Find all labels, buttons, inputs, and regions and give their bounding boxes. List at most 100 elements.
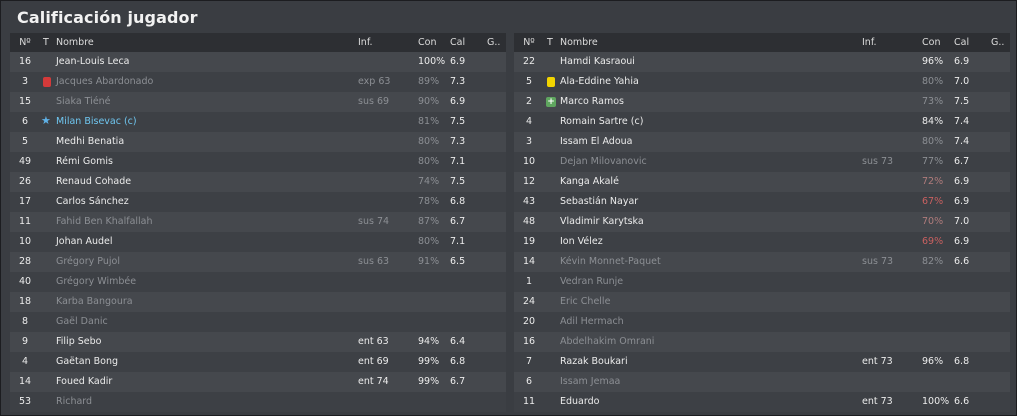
table-row[interactable]: 15 Siaka Tiéné sus 69 90% 6.9: [10, 92, 506, 112]
player-condition: 80%: [922, 136, 944, 147]
player-name[interactable]: Ala-Eddine Yahia: [560, 76, 639, 87]
col-header-condition[interactable]: Con: [418, 37, 437, 48]
player-name[interactable]: Issam Jemaa: [560, 376, 621, 387]
player-name[interactable]: Abdelhakim Omrani: [560, 336, 655, 347]
player-name[interactable]: Foued Kadir: [56, 376, 113, 387]
table-row[interactable]: 40 Grégory Wimbée: [10, 272, 506, 292]
table-row[interactable]: 43 Sebastián Nayar 67% 6.9: [514, 192, 1010, 212]
col-header-name[interactable]: Nombre: [560, 37, 598, 48]
table-row[interactable]: 17 Carlos Sánchez 78% 6.8: [10, 192, 506, 212]
table-row[interactable]: 22 Hamdi Kasraoui 96% 6.9: [514, 52, 1010, 72]
col-header-goals[interactable]: G..: [487, 37, 501, 48]
col-header-info[interactable]: Inf.: [358, 37, 373, 48]
player-name[interactable]: Richard: [56, 396, 93, 407]
player-rating: 6.8: [954, 356, 970, 367]
table-row[interactable]: 48 Vladimir Karytska 70% 7.0: [514, 212, 1010, 232]
table-row[interactable]: 2 + Marco Ramos 73% 7.5: [514, 92, 1010, 112]
table-row[interactable]: 10 Dejan Milovanovic sus 73 77% 6.7: [514, 152, 1010, 172]
player-rating: 6.7: [450, 376, 466, 387]
player-name[interactable]: Vedran Runje: [560, 276, 624, 287]
player-name[interactable]: Milan Bisevac (c): [56, 116, 137, 127]
player-number: 9: [21, 336, 29, 347]
col-header-rating[interactable]: Cal: [954, 37, 970, 48]
player-condition: 90%: [418, 96, 440, 107]
table-row[interactable]: 5 Ala-Eddine Yahia 80% 7.0: [514, 72, 1010, 92]
table-row[interactable]: 16 Jean-Louis Leca 100% 6.9: [10, 52, 506, 72]
table-row[interactable]: 26 Renaud Cohade 74% 7.5: [10, 172, 506, 192]
captain-star-icon: ★: [41, 114, 51, 127]
table-row[interactable]: 5 Medhi Benatia 80% 7.3: [10, 132, 506, 152]
col-header-goals[interactable]: G..: [991, 37, 1005, 48]
table-row[interactable]: 10 Johan Audel 80% 7.1: [10, 232, 506, 252]
player-condition: 84%: [922, 116, 944, 127]
player-name[interactable]: Razak Boukari: [560, 356, 628, 367]
table-row[interactable]: 3 Issam El Adoua 80% 7.4: [514, 132, 1010, 152]
player-name[interactable]: Karba Bangoura: [56, 296, 133, 307]
table-row[interactable]: 6 Issam Jemaa: [514, 372, 1010, 392]
player-name[interactable]: Johan Audel: [56, 236, 113, 247]
player-name[interactable]: Grégory Wimbée: [56, 276, 137, 287]
table-row[interactable]: 20 Adil Hermach: [514, 312, 1010, 332]
col-header-info[interactable]: Inf.: [862, 37, 877, 48]
table-row[interactable]: 14 Foued Kadir ent 74 99% 6.7: [10, 372, 506, 392]
table-row[interactable]: 53 Richard: [10, 392, 506, 412]
player-name[interactable]: Siaka Tiéné: [56, 96, 111, 107]
player-name[interactable]: Eduardo: [560, 396, 600, 407]
player-name[interactable]: Gaël Danic: [56, 316, 108, 327]
player-condition: 67%: [922, 196, 944, 207]
col-header-rating[interactable]: Cal: [450, 37, 466, 48]
player-info: exp 63: [358, 76, 391, 87]
player-name[interactable]: Sebastián Nayar: [560, 196, 639, 207]
player-number: 48: [522, 216, 536, 227]
col-header-condition[interactable]: Con: [922, 37, 941, 48]
player-name[interactable]: Eric Chelle: [560, 296, 611, 307]
player-name[interactable]: Renaud Cohade: [56, 176, 132, 187]
player-name[interactable]: Jacques Abardonado: [56, 76, 154, 87]
table-row[interactable]: 49 Rémi Gomis 80% 7.1: [10, 152, 506, 172]
player-rating: 6.9: [954, 236, 970, 247]
table-row[interactable]: 24 Eric Chelle: [514, 292, 1010, 312]
table-row[interactable]: 6 ★ Milan Bisevac (c) 81% 7.5: [10, 112, 506, 132]
player-name[interactable]: Issam El Adoua: [560, 136, 633, 147]
col-header-number[interactable]: Nº: [523, 37, 535, 48]
table-row[interactable]: 11 Fahid Ben Khalfallah sus 74 87% 6.7: [10, 212, 506, 232]
player-number: 20: [522, 316, 536, 327]
table-row[interactable]: 19 Ion Vélez 69% 6.9: [514, 232, 1010, 252]
player-name[interactable]: Medhi Benatia: [56, 136, 125, 147]
col-header-type[interactable]: T: [547, 37, 553, 48]
table-row[interactable]: 8 Gaël Danic: [10, 312, 506, 332]
player-name[interactable]: Jean-Louis Leca: [56, 56, 130, 67]
table-row[interactable]: 12 Kanga Akalé 72% 6.9: [514, 172, 1010, 192]
player-name[interactable]: Hamdi Kasraoui: [560, 56, 635, 67]
player-name[interactable]: Filip Sebo: [56, 336, 102, 347]
player-name[interactable]: Dejan Milovanovic: [560, 156, 647, 167]
table-row[interactable]: 7 Razak Boukari ent 73 96% 6.8: [514, 352, 1010, 372]
table-row[interactable]: 3 Jacques Abardonado exp 63 89% 7.3: [10, 72, 506, 92]
table-row[interactable]: 11 Eduardo ent 73 100% 6.6: [514, 392, 1010, 412]
player-name[interactable]: Romain Sartre (c): [560, 116, 644, 127]
table-row[interactable]: 18 Karba Bangoura: [10, 292, 506, 312]
player-name[interactable]: Gaëtan Bong: [56, 356, 118, 367]
col-header-type[interactable]: T: [43, 37, 49, 48]
player-name[interactable]: Adil Hermach: [560, 316, 624, 327]
player-name[interactable]: Marco Ramos: [560, 96, 624, 107]
table-row[interactable]: 1 Vedran Runje: [514, 272, 1010, 292]
table-row[interactable]: 4 Romain Sartre (c) 84% 7.4: [514, 112, 1010, 132]
player-name[interactable]: Carlos Sánchez: [56, 196, 129, 207]
table-row[interactable]: 4 Gaëtan Bong ent 69 99% 6.8: [10, 352, 506, 372]
player-name[interactable]: Grégory Pujol: [56, 256, 120, 267]
player-name[interactable]: Fahid Ben Khalfallah: [56, 216, 153, 227]
player-name[interactable]: Vladimir Karytska: [560, 216, 644, 227]
table-row[interactable]: 14 Kévin Monnet-Paquet sus 73 82% 6.6: [514, 252, 1010, 272]
col-header-number[interactable]: Nº: [19, 37, 31, 48]
table-row[interactable]: 9 Filip Sebo ent 63 94% 6.4: [10, 332, 506, 352]
col-header-name[interactable]: Nombre: [56, 37, 94, 48]
player-name[interactable]: Kanga Akalé: [560, 176, 619, 187]
table-row[interactable]: 16 Abdelhakim Omrani: [514, 332, 1010, 352]
table-row[interactable]: 28 Grégory Pujol sus 63 91% 6.5: [10, 252, 506, 272]
player-name[interactable]: Rémi Gomis: [56, 156, 113, 167]
player-name[interactable]: Kévin Monnet-Paquet: [560, 256, 661, 267]
player-rating: 6.4: [450, 336, 466, 347]
player-name[interactable]: Ion Vélez: [560, 236, 603, 247]
player-number: 16: [522, 336, 536, 347]
